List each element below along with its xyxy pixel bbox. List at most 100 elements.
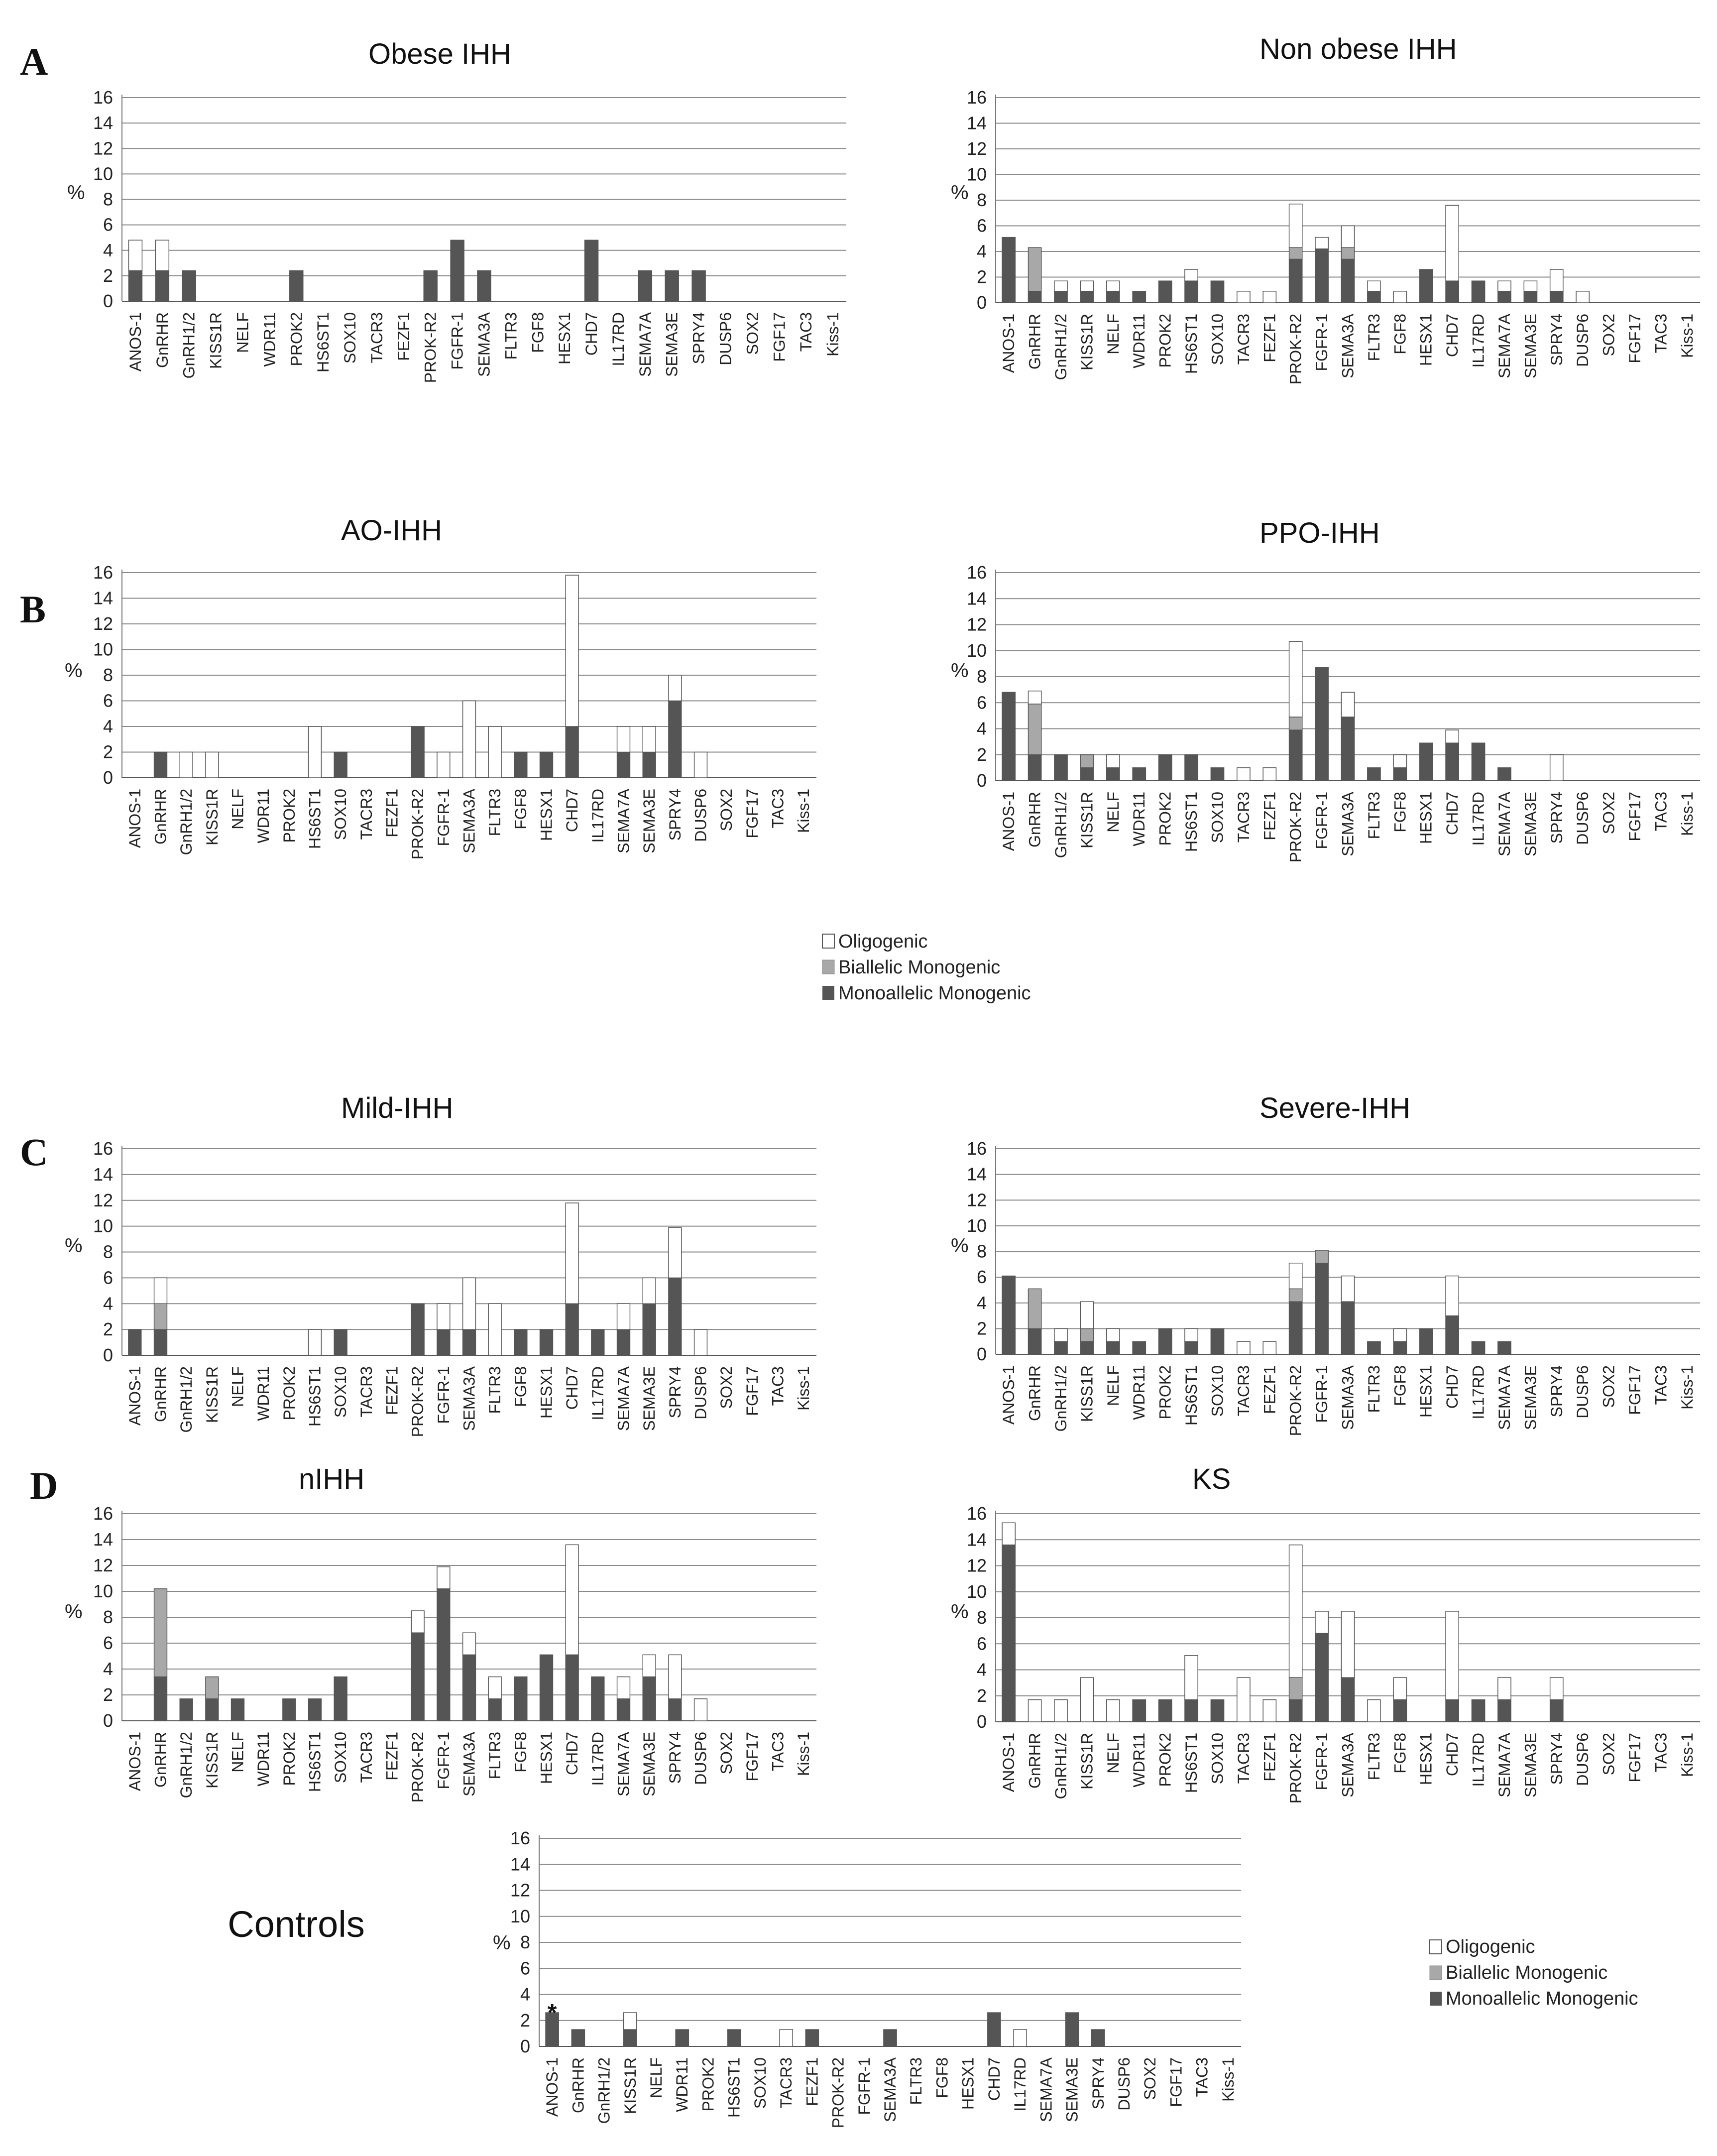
x-tick-label: NELF <box>1104 1365 1122 1406</box>
bar-biallelic-kiss1r <box>205 1676 219 1699</box>
bar-oligogenic-fltr3 <box>1367 280 1381 292</box>
bar-oligogenic-fgf8 <box>1393 1677 1407 1700</box>
x-tick-label: FEZF1 <box>1260 314 1278 362</box>
x-tick-label: IL17RD <box>589 789 607 843</box>
x-tick-label: PROK-R2 <box>829 2057 847 2128</box>
x-tick-label: CHD7 <box>985 2057 1003 2101</box>
bar-oligogenic-tacr3 <box>1237 1341 1251 1355</box>
x-tick-label: FGF8 <box>512 1366 530 1407</box>
chart-title-obese-ihh: Obese IHH <box>368 38 511 70</box>
x-tick-label: DUSP6 <box>692 1366 710 1420</box>
y-tick-label: 8 <box>103 1242 113 1262</box>
x-tick-label: TACR3 <box>1235 792 1253 843</box>
bar-monoallelic-fezf1 <box>805 2029 819 2047</box>
y-tick-label: 6 <box>977 692 987 713</box>
x-tick-label: FLTR3 <box>486 1732 504 1779</box>
x-tick-label: KISS1R <box>203 789 221 845</box>
x-tick-label: Kiss-1 <box>1678 314 1696 358</box>
x-tick-label: HESX1 <box>1417 1365 1435 1418</box>
x-tick-label: SOX2 <box>743 312 761 355</box>
x-tick-label: HS6ST1 <box>1182 792 1200 852</box>
bar-oligogenic-fltr3 <box>1367 1699 1381 1722</box>
x-tick-label: WDR11 <box>254 789 272 843</box>
bar-monoallelic-sema3e <box>1523 291 1538 303</box>
x-tick-label: DUSP6 <box>1115 2057 1133 2111</box>
bar-oligogenic-dusp6 <box>693 1698 708 1721</box>
x-tick-label: IL17RD <box>1470 792 1488 846</box>
bar-monoallelic-gnrhr <box>153 1676 168 1721</box>
x-tick-label: TAC3 <box>769 789 787 828</box>
x-tick-label: TACR3 <box>357 1366 375 1418</box>
bar-oligogenic-nelf <box>1106 1699 1120 1722</box>
bar-monoallelic-nelf <box>1106 291 1120 303</box>
x-tick-label: NELF <box>229 1732 247 1773</box>
bar-monoallelic-nelf <box>1106 1341 1120 1355</box>
bar-biallelic-gnrhr <box>153 1303 168 1330</box>
bar-oligogenic-anos-1 <box>128 240 143 271</box>
bar-monoallelic-sema7a <box>616 1329 631 1356</box>
x-tick-label: SEMA3E <box>1521 314 1539 378</box>
bar-monoallelic-gnrh1-2 <box>1054 754 1068 781</box>
x-tick-label: CHD7 <box>563 1732 581 1775</box>
x-tick-label: SOX2 <box>717 1732 735 1774</box>
bar-oligogenic-hs6st1 <box>308 726 322 778</box>
y-axis-label: % <box>951 1235 969 1257</box>
bar-monoallelic-prok2 <box>282 1698 296 1721</box>
bar-monoallelic-il17rd <box>1471 1341 1486 1355</box>
bar-monoallelic-hesx1 <box>1419 1328 1433 1355</box>
legend2-swatch-monoallelic <box>1430 1992 1442 2006</box>
x-tick-label: PROK2 <box>699 2057 717 2111</box>
bar-monoallelic-sema3a <box>462 1329 476 1356</box>
y-tick-label: 4 <box>103 240 113 260</box>
y-tick-label: 12 <box>967 1190 987 1210</box>
x-tick-label: SOX10 <box>332 1732 349 1783</box>
x-tick-label: FEZF1 <box>1260 1733 1278 1782</box>
x-tick-label: FEZF1 <box>803 2057 821 2106</box>
x-tick-label: SEMA7A <box>615 1366 633 1431</box>
bar-monoallelic-prok2 <box>1158 280 1172 303</box>
x-tick-label: GnRHR <box>1026 792 1044 847</box>
bar-monoallelic-hs6st1 <box>1184 754 1198 781</box>
x-tick-label: KISS1R <box>621 2057 639 2114</box>
y-tick-label: 0 <box>977 770 987 791</box>
bar-monoallelic-il17rd <box>1471 1699 1486 1722</box>
x-tick-label: FGFR-1 <box>449 312 466 370</box>
bar-monoallelic-chd7 <box>565 1654 579 1721</box>
bar-oligogenic-tacr3 <box>779 2029 793 2047</box>
bar-biallelic-prok-r2 <box>1288 247 1303 260</box>
x-tick-label: GnRHR <box>152 1366 170 1422</box>
x-tick-label: NELF <box>234 312 252 353</box>
x-tick-label: SEMA3E <box>1521 1733 1539 1797</box>
y-tick-label: 4 <box>977 241 987 261</box>
legend-label-oligogenic: Oligogenic <box>838 931 928 952</box>
bar-oligogenic-gnrhr <box>153 1277 168 1304</box>
bar-monoallelic-chd7 <box>1445 1315 1459 1355</box>
x-tick-label: DUSP6 <box>1574 1733 1592 1786</box>
x-tick-label: FGFR-1 <box>1313 792 1331 849</box>
chart-title-ao-ihh: AO-IHH <box>341 514 442 547</box>
y-tick-label: 10 <box>93 639 113 660</box>
x-tick-label: FGF17 <box>1626 792 1644 841</box>
y-tick-label: 10 <box>967 1581 987 1602</box>
x-tick-label: SPRY4 <box>666 1732 684 1784</box>
x-tick-label: Kiss-1 <box>795 1732 812 1776</box>
y-tick-label: 6 <box>103 1267 113 1288</box>
x-tick-label: PROK-R2 <box>409 1732 427 1802</box>
x-tick-label: ANOS-1 <box>126 312 144 371</box>
bar-monoallelic-spry4 <box>1091 2029 1105 2047</box>
bar-oligogenic-spry4 <box>668 1227 682 1279</box>
bar-oligogenic-sema7a <box>616 726 631 753</box>
chart-ks: KS 0 2 4 6 8 10 12 14 16% ANOS-1 GnRHR GnRH1/2 KISS1R… <box>951 1463 1700 1803</box>
bar-monoallelic-il17rd <box>1471 280 1486 303</box>
x-tick-label: ANOS-1 <box>543 2057 561 2117</box>
bar-monoallelic-sema3a <box>883 2029 897 2047</box>
x-tick-label: SPRY4 <box>1089 2057 1107 2109</box>
bar-biallelic-prok-r2 <box>1288 717 1303 730</box>
y-axis-label: % <box>951 182 969 204</box>
bar-oligogenic-spry4 <box>1549 754 1564 781</box>
x-tick-label: SEMA7A <box>1037 2057 1055 2122</box>
x-tick-label: FGF17 <box>743 1732 761 1782</box>
chart-ppo-ihh: PPO-IHH 0 2 4 6 8 10 12 14 16% ANOS-1 GnRHR GnRH1/2 K… <box>951 517 1700 862</box>
x-tick-label: FGF8 <box>512 789 530 830</box>
x-tick-label: SEMA3A <box>1339 1365 1357 1430</box>
